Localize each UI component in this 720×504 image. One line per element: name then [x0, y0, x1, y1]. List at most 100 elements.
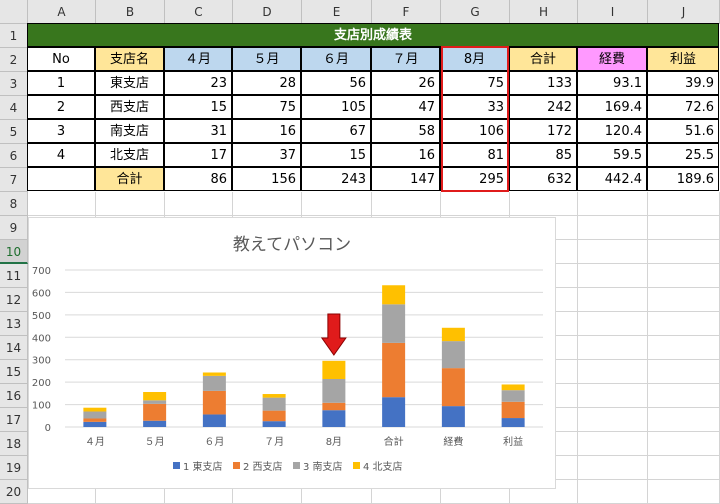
cell[interactable] — [578, 192, 648, 216]
cell[interactable] — [372, 192, 441, 216]
table-cell[interactable]: 58 — [371, 119, 440, 143]
row-header-6[interactable]: 6 — [0, 144, 28, 168]
cell[interactable] — [648, 240, 720, 264]
table-cell[interactable]: 28 — [232, 71, 301, 95]
column-header-G[interactable]: G — [441, 0, 510, 24]
cell[interactable] — [578, 336, 648, 360]
column-header-E[interactable]: E — [302, 0, 372, 24]
table-header[interactable]: ６月 — [301, 47, 371, 71]
cell[interactable] — [578, 480, 648, 504]
table-total-cell[interactable]: 632 — [509, 167, 577, 191]
cell[interactable] — [648, 336, 720, 360]
row-header-13[interactable]: 13 — [0, 312, 28, 336]
table-header[interactable]: ５月 — [232, 47, 301, 71]
row-header-10[interactable]: 10 — [0, 240, 28, 264]
row-header-9[interactable]: 9 — [0, 216, 28, 240]
table-cell[interactable]: 23 — [164, 71, 232, 95]
table-cell[interactable]: 59.5 — [577, 143, 647, 167]
cell[interactable] — [28, 192, 96, 216]
cell[interactable] — [578, 384, 648, 408]
cell[interactable] — [510, 192, 578, 216]
row-header-5[interactable]: 5 — [0, 120, 28, 144]
table-cell[interactable]: 72.6 — [647, 95, 719, 119]
column-header-I[interactable]: I — [578, 0, 648, 24]
cell[interactable] — [648, 480, 720, 504]
cell[interactable] — [578, 456, 648, 480]
cell[interactable] — [578, 408, 648, 432]
table-header[interactable]: 8月 — [440, 47, 509, 71]
cell[interactable] — [578, 432, 648, 456]
table-cell[interactable]: 15 — [301, 143, 371, 167]
table-header[interactable]: 利益 — [647, 47, 719, 71]
row-header-15[interactable]: 15 — [0, 360, 28, 384]
cell[interactable] — [441, 192, 510, 216]
table-cell[interactable]: 15 — [164, 95, 232, 119]
row-header-3[interactable]: 3 — [0, 72, 28, 96]
table-cell[interactable]: 26 — [371, 71, 440, 95]
cell[interactable] — [648, 360, 720, 384]
table-cell[interactable]: 81 — [440, 143, 509, 167]
row-header-17[interactable]: 17 — [0, 408, 28, 432]
table-cell[interactable]: 4 — [27, 143, 95, 167]
cell[interactable] — [165, 192, 233, 216]
table-cell[interactable]: 56 — [301, 71, 371, 95]
cell[interactable] — [648, 288, 720, 312]
column-header-C[interactable]: C — [165, 0, 233, 24]
table-cell[interactable]: 25.5 — [647, 143, 719, 167]
table-cell[interactable]: 33 — [440, 95, 509, 119]
table-header[interactable]: No — [27, 47, 95, 71]
table-cell[interactable]: 1 — [27, 71, 95, 95]
table-cell[interactable]: 105 — [301, 95, 371, 119]
table-cell[interactable]: 47 — [371, 95, 440, 119]
row-header-20[interactable]: 20 — [0, 480, 28, 504]
table-total-cell[interactable]: 442.4 — [577, 167, 647, 191]
table-cell[interactable]: 93.1 — [577, 71, 647, 95]
cell[interactable] — [302, 192, 372, 216]
table-cell[interactable]: 133 — [509, 71, 577, 95]
table-cell[interactable]: 37 — [232, 143, 301, 167]
table-total-cell[interactable]: 295 — [440, 167, 509, 191]
row-header-7[interactable]: 7 — [0, 168, 28, 192]
table-cell[interactable]: 51.6 — [647, 119, 719, 143]
table-cell[interactable]: 172 — [509, 119, 577, 143]
row-header-14[interactable]: 14 — [0, 336, 28, 360]
table-total-cell[interactable] — [27, 167, 95, 191]
column-header-F[interactable]: F — [372, 0, 441, 24]
table-cell[interactable]: 85 — [509, 143, 577, 167]
row-header-18[interactable]: 18 — [0, 432, 28, 456]
cell[interactable] — [648, 264, 720, 288]
table-total-cell[interactable]: 合計 — [95, 167, 164, 191]
cell[interactable] — [578, 216, 648, 240]
row-header-1[interactable]: 1 — [0, 24, 28, 48]
cell[interactable] — [578, 288, 648, 312]
cell[interactable] — [578, 360, 648, 384]
table-cell[interactable]: 39.9 — [647, 71, 719, 95]
cell[interactable] — [648, 384, 720, 408]
table-title[interactable]: 支店別成績表 — [27, 23, 719, 47]
cell[interactable] — [648, 216, 720, 240]
table-cell[interactable]: 75 — [232, 95, 301, 119]
table-cell[interactable]: 北支店 — [95, 143, 164, 167]
table-total-cell[interactable]: 86 — [164, 167, 232, 191]
table-cell[interactable]: 2 — [27, 95, 95, 119]
table-total-cell[interactable]: 189.6 — [647, 167, 719, 191]
row-header-16[interactable]: 16 — [0, 384, 28, 408]
cell[interactable] — [96, 192, 165, 216]
column-header-A[interactable]: A — [28, 0, 96, 24]
table-header[interactable]: ４月 — [164, 47, 232, 71]
select-all-corner[interactable] — [0, 0, 28, 24]
table-cell[interactable]: 3 — [27, 119, 95, 143]
column-header-D[interactable]: D — [233, 0, 302, 24]
table-header[interactable]: 合計 — [509, 47, 577, 71]
table-header[interactable]: 経費 — [577, 47, 647, 71]
table-cell[interactable]: 西支店 — [95, 95, 164, 119]
table-cell[interactable]: 169.4 — [577, 95, 647, 119]
cell[interactable] — [648, 192, 720, 216]
table-cell[interactable]: 106 — [440, 119, 509, 143]
row-header-8[interactable]: 8 — [0, 192, 28, 216]
row-header-11[interactable]: 11 — [0, 264, 28, 288]
cell[interactable] — [578, 312, 648, 336]
row-header-2[interactable]: 2 — [0, 48, 28, 72]
table-header[interactable]: ７月 — [371, 47, 440, 71]
cell[interactable] — [648, 408, 720, 432]
